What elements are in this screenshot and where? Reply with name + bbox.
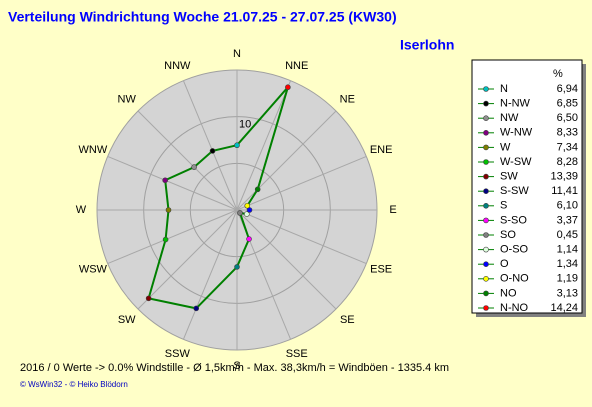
spoke	[236, 80, 292, 211]
legend-box	[471, 59, 583, 314]
point	[244, 202, 251, 209]
legend-marker	[483, 159, 489, 165]
direction-label: WSW	[79, 264, 108, 276]
point	[246, 207, 253, 213]
legend-label: NW	[500, 112, 519, 124]
spoke	[182, 209, 238, 340]
direction-label: SW	[118, 314, 136, 326]
direction-label: N	[233, 48, 241, 60]
legend-marker	[483, 217, 489, 224]
legend-value: 8,33	[557, 127, 578, 139]
direction-label: SSE	[286, 348, 308, 360]
point	[246, 236, 252, 242]
spoke	[236, 209, 367, 265]
legend-label: W	[500, 141, 511, 153]
point	[165, 207, 172, 213]
legend-value: 6,50	[557, 112, 578, 124]
legend-marker	[483, 232, 489, 238]
legend-value: 13,39	[550, 171, 578, 183]
direction-label: S	[233, 360, 240, 372]
legend-marker	[483, 86, 489, 92]
point	[162, 177, 168, 184]
point	[244, 211, 250, 217]
legend-marker	[483, 305, 489, 311]
credits: © WsWin32 - © Heiko Blödorn	[20, 380, 128, 389]
legend-label: S-SO	[500, 214, 527, 226]
legend-label: O-SO	[500, 244, 529, 256]
location: Iserlohn	[400, 37, 454, 53]
spoke	[137, 110, 238, 211]
legend-label: O-NO	[500, 273, 529, 285]
legend-value: 8,28	[557, 156, 578, 168]
legend-header: %	[553, 68, 563, 80]
legend-label: N-NW	[500, 98, 531, 110]
legend-value: 0,45	[557, 229, 578, 241]
direction-label: NNE	[285, 60, 308, 72]
legend-label: O	[500, 258, 509, 270]
legend-value: 14,24	[550, 302, 578, 314]
legend-value: 1,19	[557, 273, 578, 285]
legend-label: NO	[500, 287, 517, 299]
legend-value: 6,85	[557, 98, 578, 110]
spoke	[236, 155, 367, 211]
spoke	[236, 110, 337, 211]
point	[162, 236, 169, 243]
point	[237, 210, 243, 216]
legend-value: 3,13	[557, 287, 578, 299]
direction-label: ESE	[370, 264, 392, 276]
direction-label: W	[76, 204, 87, 216]
direction-label: NNW	[164, 60, 191, 72]
legend-marker	[483, 203, 489, 209]
legend-label: SO	[500, 229, 516, 241]
spoke	[137, 209, 238, 310]
legend-marker	[483, 246, 489, 253]
legend-label: N-NO	[500, 302, 529, 314]
point	[193, 305, 200, 312]
legend-marker	[483, 275, 489, 282]
r-tick-label: 10	[239, 119, 251, 131]
legend-marker	[483, 290, 489, 297]
legend-label: S	[500, 200, 507, 212]
footer: 2016 / 0 Werte -> 0.0% Windstille - Ø 1,…	[20, 362, 449, 374]
point	[191, 164, 197, 170]
legend-marker	[483, 188, 489, 194]
legend-label: SW	[500, 171, 518, 183]
legend-label: S-SW	[500, 185, 529, 197]
legend-value: 7,34	[557, 141, 578, 153]
direction-label: SE	[340, 314, 355, 326]
legend-value: 6,94	[557, 83, 578, 95]
spoke	[107, 209, 238, 265]
legend-label: W-NW	[500, 127, 533, 139]
legend-value: 11,41	[551, 185, 578, 197]
legend-value: 3,37	[557, 214, 578, 226]
legend-marker	[483, 115, 489, 121]
chart-title: Verteilung Windrichtung Woche 21.07.25 -…	[8, 9, 397, 25]
point	[285, 84, 291, 91]
legend-marker	[483, 173, 489, 180]
legend-marker	[483, 144, 489, 151]
point	[234, 264, 240, 270]
point	[254, 186, 261, 193]
direction-label: WNW	[79, 144, 108, 156]
legend-marker	[483, 100, 489, 107]
legend-value: 6,10	[557, 200, 578, 212]
direction-label: NW	[118, 94, 137, 106]
spoke	[236, 209, 337, 310]
direction-label: ENE	[370, 144, 393, 156]
direction-label: NE	[340, 94, 355, 106]
legend-label: W-SW	[500, 156, 532, 168]
spoke	[182, 80, 238, 211]
spoke	[107, 155, 238, 211]
direction-label: E	[389, 204, 396, 216]
point	[145, 295, 152, 302]
legend-marker	[483, 130, 489, 136]
point	[209, 148, 216, 154]
point	[234, 142, 240, 149]
legend-marker	[483, 261, 489, 268]
legend-label: N	[500, 83, 508, 95]
direction-label: SSW	[165, 348, 191, 360]
legend-value: 1,34	[557, 258, 578, 270]
legend-value: 1,14	[557, 244, 578, 256]
